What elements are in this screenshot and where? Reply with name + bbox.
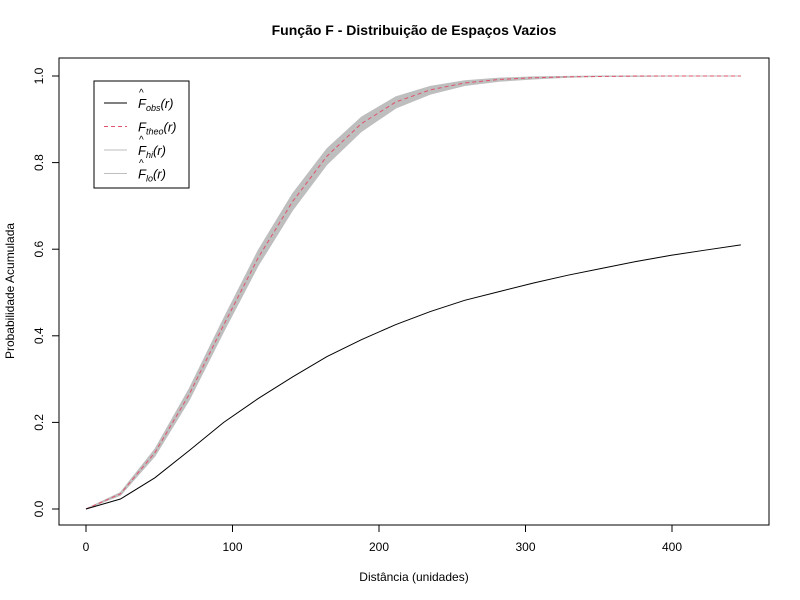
- legend-item-obs: Fobs(r)^: [104, 88, 173, 113]
- x-tick-label: 200: [369, 540, 389, 554]
- legend-hat-hi: ^: [139, 135, 144, 146]
- legend-hat-obs: ^: [139, 88, 144, 99]
- y-tick-label: 0.4: [32, 327, 46, 344]
- legend-item-lo: Flo(r)^: [104, 159, 166, 184]
- legend-label-lo: Flo(r): [138, 167, 166, 184]
- legend-hat-lo: ^: [139, 159, 144, 170]
- chart-title: Função F - Distribuição de Espaços Vazio…: [272, 22, 557, 38]
- legend-label-obs: Fobs(r): [138, 96, 173, 113]
- series-line-obs: [85, 244, 741, 510]
- y-tick-label: 0.6: [32, 241, 46, 258]
- y-axis-label: Probabilidade Acumulada: [3, 223, 17, 359]
- legend: Fobs(r)^Ftheo(r)Fhi(r)^Flo(r)^: [93, 80, 190, 189]
- series-layer: [85, 75, 741, 510]
- series-line-lo: [85, 75, 741, 510]
- legend-item-hi: Fhi(r)^: [104, 135, 166, 160]
- legend-label-hi: Fhi(r): [138, 143, 166, 160]
- x-axis: 0 100 200 300 400: [83, 524, 682, 554]
- legend-item-theo: Ftheo(r): [104, 120, 176, 137]
- x-tick-label: 100: [222, 540, 242, 554]
- x-tick-label: 0: [83, 540, 90, 554]
- y-tick-label: 0.0: [32, 500, 46, 517]
- x-tick-label: 400: [662, 540, 682, 554]
- x-tick-label: 300: [515, 540, 535, 554]
- y-tick-label: 0.2: [32, 414, 46, 431]
- y-tick-label: 1.0: [32, 67, 46, 84]
- y-tick-label: 0.8: [32, 154, 46, 171]
- x-axis-label: Distância (unidades): [359, 570, 468, 584]
- legend-label-theo: Ftheo(r): [138, 120, 176, 137]
- legend-box: [93, 80, 190, 189]
- series-line-theo: [85, 75, 741, 510]
- y-axis: 0.0 0.2 0.4 0.6 0.8 1.0: [32, 67, 60, 517]
